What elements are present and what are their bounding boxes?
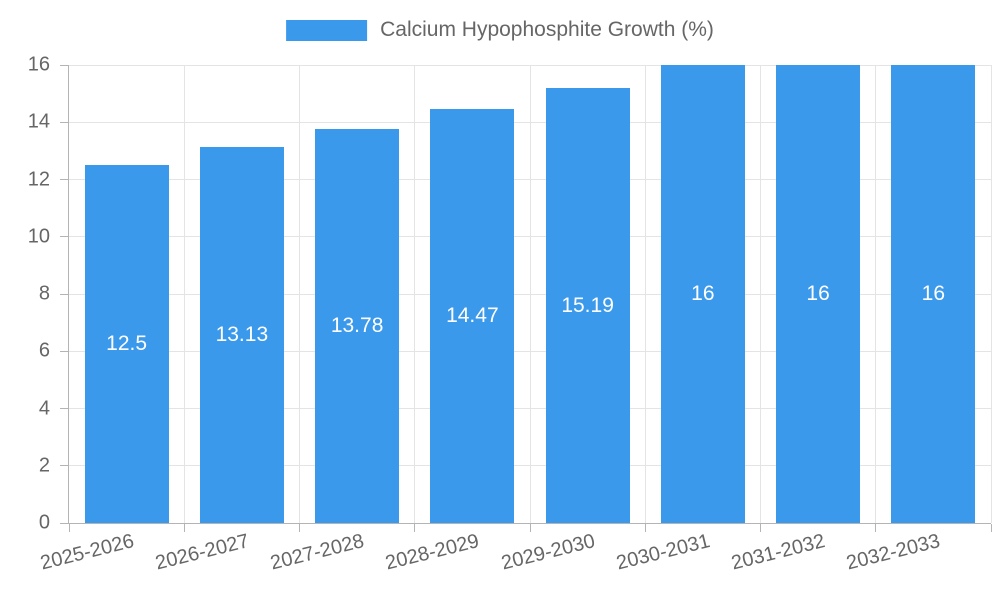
y-axis-tick bbox=[60, 236, 68, 238]
y-tick-label: 0 bbox=[38, 511, 50, 534]
x-axis-tick bbox=[990, 524, 992, 532]
bar-value-label: 16 bbox=[806, 282, 830, 305]
legend-label: Calcium Hypophosphite Growth (%) bbox=[380, 18, 714, 41]
y-axis-tick bbox=[60, 293, 68, 295]
x-axis-tick bbox=[875, 524, 877, 532]
y-axis-tick bbox=[60, 64, 68, 66]
y-tick-label: 10 bbox=[27, 225, 50, 248]
bar[interactable]: 15.19 bbox=[545, 88, 630, 523]
gridline-vertical bbox=[644, 65, 646, 523]
bar-value-label: 12.5 bbox=[106, 332, 148, 356]
x-tick-label: 2028-2029 bbox=[383, 530, 482, 575]
y-tick-label: 8 bbox=[38, 282, 50, 305]
x-axis-tick bbox=[299, 524, 300, 532]
bar-value-label: 15.19 bbox=[561, 293, 614, 317]
y-axis-tick bbox=[60, 408, 68, 409]
legend-swatch[interactable] bbox=[286, 19, 368, 41]
x-axis-tick bbox=[414, 524, 416, 532]
y-axis-tick bbox=[60, 121, 68, 123]
x-axis-labels: 2025-2026 2026-2027 2027-2028 2028-2029 2029… bbox=[38, 530, 990, 600]
bar-value-label: 16 bbox=[921, 282, 946, 305]
bar[interactable]: 12.5 bbox=[84, 165, 169, 523]
y-axis-tick bbox=[60, 522, 68, 524]
bar-value-label: 16 bbox=[691, 282, 715, 305]
x-tick-label: 2027-2028 bbox=[268, 530, 367, 575]
bar[interactable]: 16 bbox=[776, 65, 861, 523]
legend[interactable]: Calcium Hypophosphite Growth (%) bbox=[286, 18, 714, 42]
bar[interactable]: 16 bbox=[891, 65, 976, 523]
bar[interactable]: 16 bbox=[660, 65, 745, 523]
y-tick-label: 16 bbox=[27, 53, 50, 76]
x-axis-tick bbox=[68, 524, 70, 532]
bar-value-label: 14.47 bbox=[446, 303, 499, 327]
gridline-vertical bbox=[414, 65, 416, 523]
y-tick-label: 12 bbox=[27, 168, 50, 190]
x-axis-tick bbox=[644, 524, 646, 532]
y-tick-label: 4 bbox=[38, 397, 50, 419]
y-axis-tick bbox=[60, 350, 68, 352]
x-axis-tick bbox=[529, 524, 531, 532]
x-axis-tick bbox=[183, 524, 185, 532]
bar[interactable]: 14.47 bbox=[430, 108, 515, 523]
gridline-vertical bbox=[183, 65, 185, 523]
x-axis-tick bbox=[760, 524, 761, 532]
x-tick-label: 2029-2030 bbox=[498, 530, 597, 575]
bar[interactable]: 13.78 bbox=[315, 128, 400, 523]
gridline-vertical bbox=[529, 65, 531, 523]
bar-value-label: 13.78 bbox=[330, 313, 384, 337]
gridline-vertical bbox=[760, 65, 761, 523]
y-axis-tick bbox=[60, 179, 68, 180]
x-tick-label: 2030-2031 bbox=[614, 530, 713, 575]
x-tick-label: 2025-2026 bbox=[37, 530, 136, 575]
x-tick-label: 2026-2027 bbox=[153, 530, 252, 575]
plot-area: 12.5 13.13 13.78 14.47 15.19 16 16 16 bbox=[60, 64, 992, 532]
gridline-vertical bbox=[990, 65, 992, 523]
x-tick-label: 2031-2032 bbox=[729, 530, 828, 575]
x-tick-label: 2032-2033 bbox=[844, 530, 943, 575]
bar[interactable]: 13.13 bbox=[199, 147, 284, 523]
bar-value-label: 13.13 bbox=[215, 323, 269, 347]
y-axis-labels: 0 2 4 6 8 10 12 14 16 bbox=[0, 54, 50, 534]
gridline-vertical bbox=[875, 65, 877, 523]
y-tick-label: 6 bbox=[38, 339, 50, 362]
gridline-vertical bbox=[299, 65, 300, 523]
y-tick-label: 14 bbox=[27, 110, 50, 133]
y-tick-label: 2 bbox=[38, 454, 50, 477]
y-axis-tick bbox=[60, 465, 68, 467]
